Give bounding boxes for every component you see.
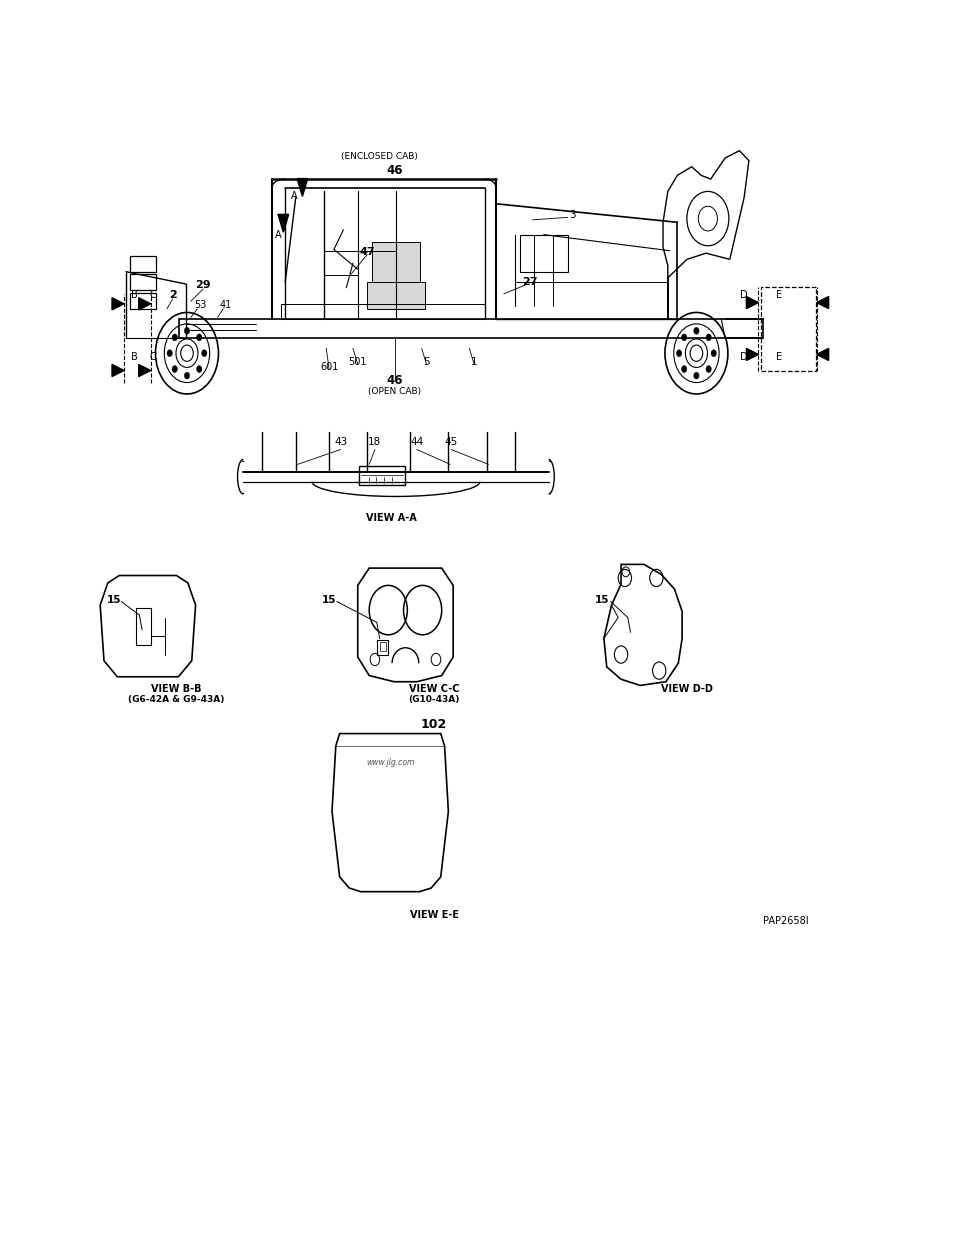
Polygon shape xyxy=(138,364,151,377)
Polygon shape xyxy=(745,296,758,309)
Text: 18: 18 xyxy=(368,437,381,447)
Text: 102: 102 xyxy=(420,718,447,731)
Circle shape xyxy=(693,372,699,379)
Text: B: B xyxy=(131,352,138,362)
Circle shape xyxy=(693,327,699,335)
Text: C: C xyxy=(149,290,156,300)
Circle shape xyxy=(705,366,711,373)
Circle shape xyxy=(710,350,716,357)
Bar xyxy=(359,466,405,485)
Circle shape xyxy=(196,366,202,373)
Text: E: E xyxy=(776,290,781,300)
Circle shape xyxy=(180,345,193,362)
Text: 601: 601 xyxy=(319,362,338,372)
Circle shape xyxy=(184,327,190,335)
Text: 46: 46 xyxy=(386,374,403,388)
Text: 501: 501 xyxy=(348,357,367,367)
Text: 53: 53 xyxy=(194,300,206,310)
Bar xyxy=(130,274,155,290)
Text: A: A xyxy=(291,191,296,201)
Polygon shape xyxy=(816,296,828,309)
Text: 45: 45 xyxy=(444,437,457,447)
Circle shape xyxy=(676,350,681,357)
Text: 2: 2 xyxy=(169,290,176,300)
Polygon shape xyxy=(112,364,124,377)
Text: (ENCLOSED CAB): (ENCLOSED CAB) xyxy=(341,152,417,161)
Text: 15: 15 xyxy=(595,595,609,605)
Text: (G10-43A): (G10-43A) xyxy=(408,695,459,704)
Text: C: C xyxy=(149,352,156,362)
Text: (OPEN CAB): (OPEN CAB) xyxy=(368,387,421,395)
Bar xyxy=(379,642,386,651)
Text: VIEW B-B: VIEW B-B xyxy=(152,684,201,694)
Bar xyxy=(130,256,155,272)
Polygon shape xyxy=(816,348,828,361)
Circle shape xyxy=(680,366,686,373)
Circle shape xyxy=(172,366,177,373)
Text: 44: 44 xyxy=(410,437,423,447)
Text: (G6-42A & G9-43A): (G6-42A & G9-43A) xyxy=(128,695,225,704)
Text: 15: 15 xyxy=(107,595,121,605)
Circle shape xyxy=(680,333,686,341)
Text: 5: 5 xyxy=(423,357,429,367)
Text: VIEW C-C: VIEW C-C xyxy=(409,684,458,694)
Bar xyxy=(519,235,567,272)
Text: 47: 47 xyxy=(359,247,375,257)
Text: VIEW E-E: VIEW E-E xyxy=(409,910,458,920)
Bar xyxy=(367,282,424,309)
Text: www.jlg.com: www.jlg.com xyxy=(366,758,414,767)
Circle shape xyxy=(167,350,172,357)
Text: 46: 46 xyxy=(386,163,403,177)
Polygon shape xyxy=(745,348,758,361)
Bar xyxy=(376,640,388,655)
Text: D: D xyxy=(740,290,747,300)
Text: 41: 41 xyxy=(220,300,232,310)
Polygon shape xyxy=(296,179,308,196)
Circle shape xyxy=(172,333,177,341)
Circle shape xyxy=(201,350,207,357)
Bar xyxy=(372,242,419,282)
Bar xyxy=(281,304,484,319)
Text: 27: 27 xyxy=(521,277,537,287)
Polygon shape xyxy=(138,298,151,310)
Bar xyxy=(130,293,155,309)
Text: VIEW D-D: VIEW D-D xyxy=(660,684,712,694)
Bar xyxy=(136,608,151,645)
Text: 3: 3 xyxy=(569,210,575,220)
Text: A: A xyxy=(275,230,281,240)
Circle shape xyxy=(705,333,711,341)
Text: 1: 1 xyxy=(471,357,476,367)
Circle shape xyxy=(689,345,702,362)
Text: D: D xyxy=(740,352,747,362)
Polygon shape xyxy=(277,215,289,232)
Text: PAP2658I: PAP2658I xyxy=(762,916,808,926)
Circle shape xyxy=(196,333,202,341)
Text: 29: 29 xyxy=(195,280,211,290)
Circle shape xyxy=(184,372,190,379)
Text: 43: 43 xyxy=(334,437,347,447)
Polygon shape xyxy=(112,298,124,310)
Text: VIEW A-A: VIEW A-A xyxy=(365,513,416,522)
Bar xyxy=(760,287,815,370)
Text: B: B xyxy=(131,290,138,300)
Text: E: E xyxy=(776,352,781,362)
Text: 15: 15 xyxy=(321,595,335,605)
